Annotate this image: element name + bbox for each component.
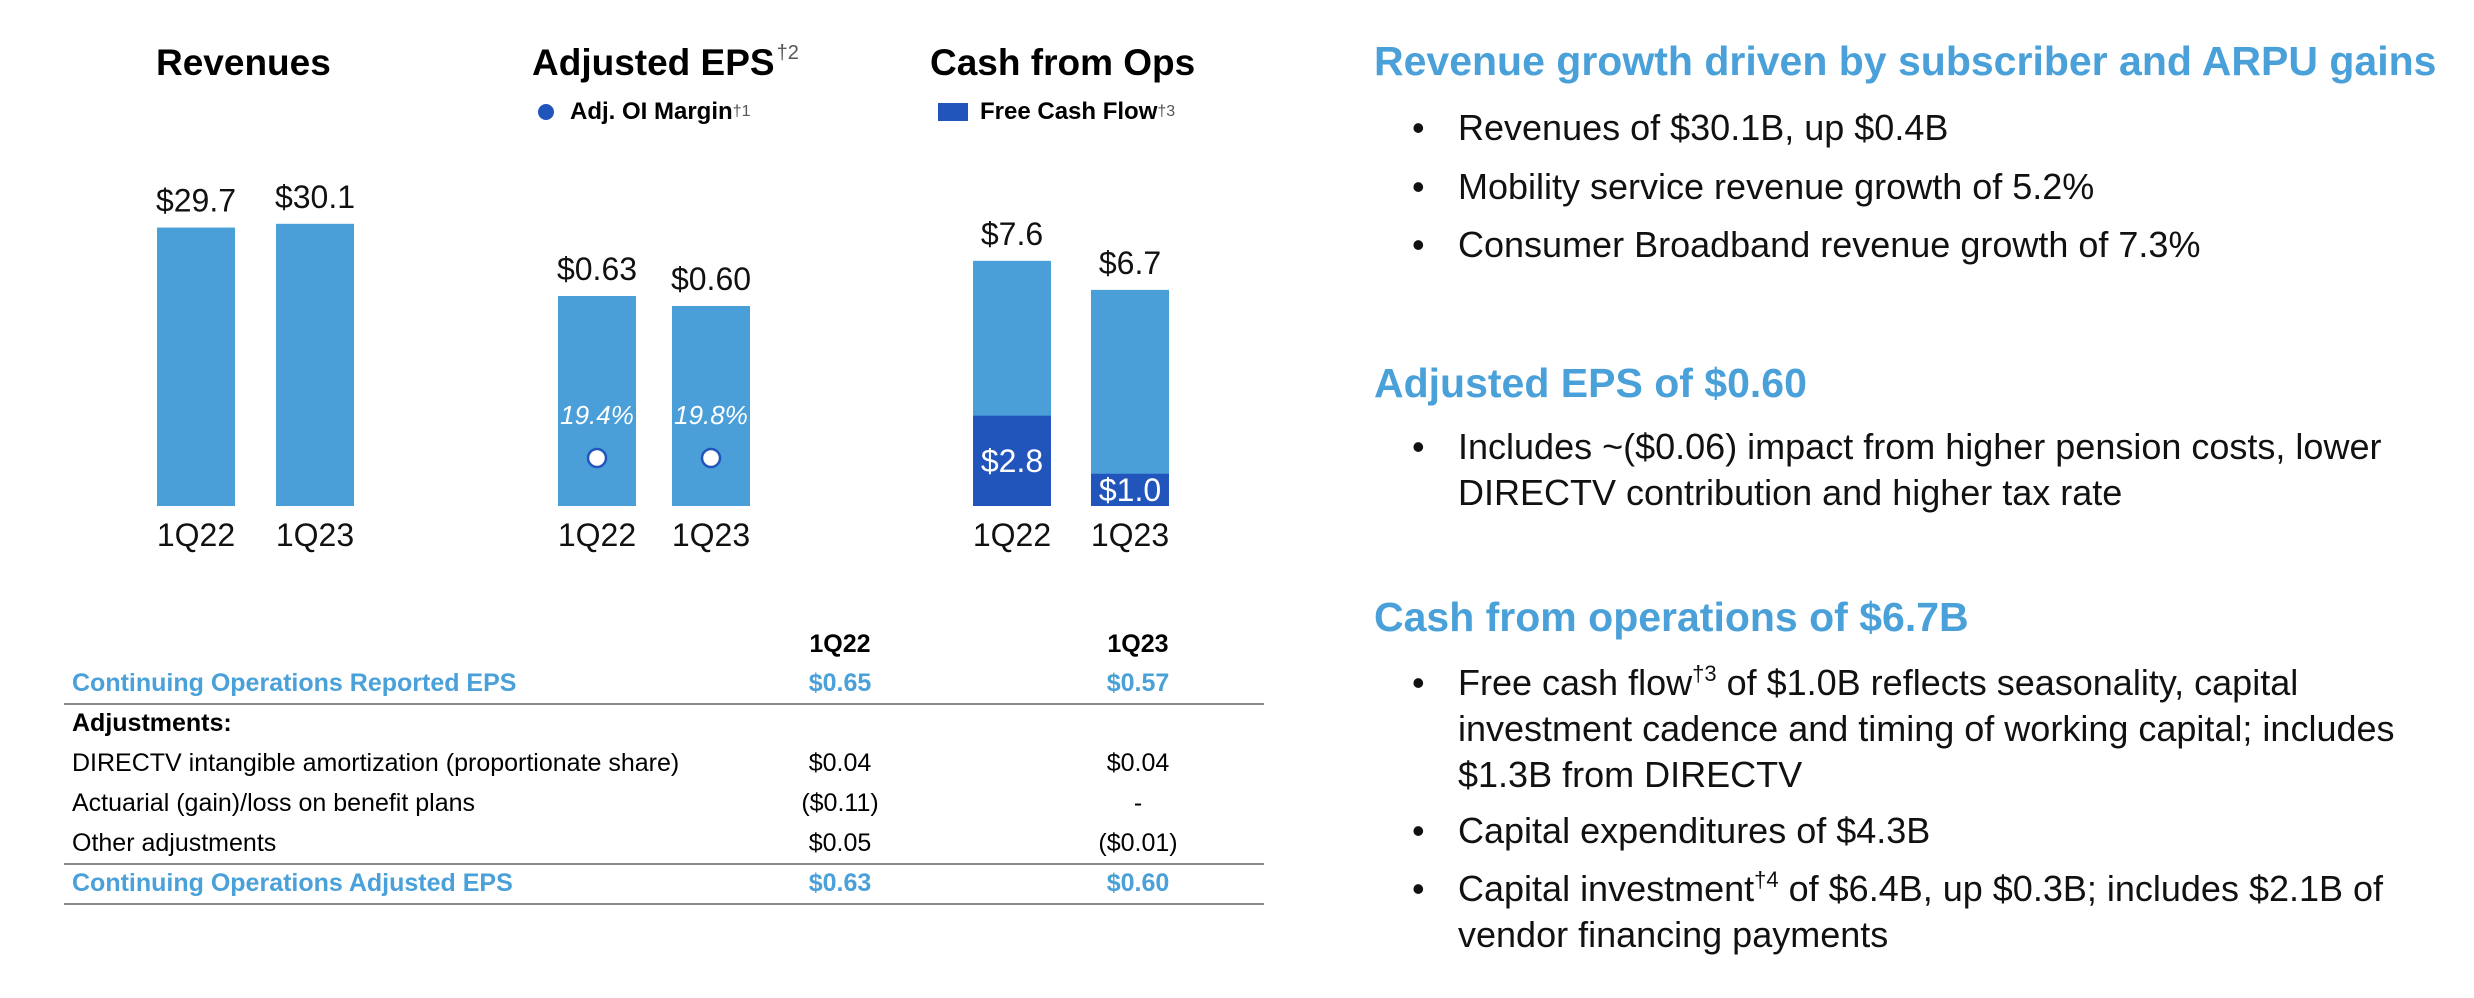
margin-marker (700, 447, 722, 469)
table-row: Other adjustments $0.05 ($0.01) (64, 825, 1264, 865)
table-header-1q22: 1Q22 (809, 630, 871, 658)
bar-value-label: $0.60 (671, 261, 751, 297)
bullet-text: Includes ~($0.06) impact from higher pen… (1458, 426, 2382, 513)
bullet-text-part: Capital investment (1458, 868, 1755, 909)
x-tick-label: 1Q23 (276, 517, 354, 553)
table-row-label: Other adjustments (72, 829, 277, 857)
bullet-icon: • (1412, 166, 1425, 207)
eps-title-footnote: †2 (776, 42, 799, 64)
x-tick-label: 1Q22 (973, 517, 1051, 553)
table-cell: ($0.01) (1098, 829, 1178, 857)
x-tick-label: 1Q22 (558, 517, 636, 553)
bullet-icon: • (1412, 107, 1425, 148)
bar-value-label: $6.7 (1099, 245, 1161, 281)
margin-marker (586, 447, 608, 469)
fcf-bar-segment (973, 415, 1051, 506)
bar (157, 227, 235, 506)
x-tick-label: 1Q23 (1091, 517, 1169, 553)
bullet-icon: • (1412, 426, 1425, 467)
eps-legend: Adj. OI Margin †1 (538, 98, 750, 126)
bullet-item: • Includes ~($0.06) impact from higher p… (1412, 424, 2472, 516)
table-cell: $0.63 (808, 869, 872, 897)
bullet-item: • Consumer Broadband revenue growth of 7… (1412, 222, 2472, 268)
charts-area: $29.7 1Q22 $30.1 1Q23 $0.63 1Q22 19.4% $0.60 1Q2… (156, 179, 1169, 553)
legend-dot-icon (538, 104, 554, 120)
bullet-item: • Mobility service revenue growth of 5.2… (1412, 164, 2472, 210)
bullet-icon: • (1412, 662, 1425, 703)
bullet-icon: • (1412, 868, 1425, 909)
footnote-marker: †4 (1754, 867, 1779, 892)
x-tick-label: 1Q23 (672, 517, 750, 553)
table-header-row: 1Q22 1Q23 (64, 626, 1264, 666)
table-header-1q23: 1Q23 (1107, 630, 1169, 658)
fcf-value-label: $2.8 (981, 443, 1043, 479)
table-divider (64, 703, 1264, 705)
cash-chart-title: Cash from Ops (930, 42, 1195, 84)
bar-value-label: $7.6 (981, 216, 1043, 252)
bullet-text: Capital investment†4 of $6.4B, up $0.3B;… (1458, 866, 2472, 958)
eps-section-heading: Adjusted EPS of $0.60 (1374, 360, 1807, 406)
revenues-title-text: Revenues (156, 42, 331, 83)
margin-value-label: 19.4% (560, 400, 634, 430)
table-row-label: Continuing Operations Adjusted EPS (72, 869, 513, 897)
bullet-text-part: Free cash flow (1458, 662, 1693, 703)
bullet-item: • Capital expenditures of $4.3B (1412, 808, 2472, 854)
bullet-text: Capital expenditures of $4.3B (1458, 810, 1931, 851)
table-cell: $0.04 (1106, 749, 1170, 777)
bullet-icon: • (1412, 224, 1425, 265)
bar-value-label: $30.1 (275, 179, 355, 215)
table-row-label: Continuing Operations Reported EPS (72, 669, 517, 697)
table-row: Continuing Operations Reported EPS $0.65… (64, 665, 1264, 705)
cash-title-text: Cash from Ops (930, 42, 1196, 83)
revenues-chart-title: Revenues (156, 42, 331, 84)
bullet-text-part: of $1.0B reflects seasonality, capital i… (1458, 662, 2395, 795)
eps-title-text: Adjusted EPS (532, 42, 775, 83)
eps-chart-title: Adjusted EPS †2 (532, 42, 799, 84)
fcf-bar-segment (1091, 473, 1169, 506)
bar-value-label: $0.63 (557, 251, 637, 287)
table-row: Actuarial (gain)/loss on benefit plans (… (64, 785, 1264, 825)
cash-section-heading: Cash from operations of $6.7B (1374, 594, 1969, 640)
bullet-item: • Revenues of $30.1B, up $0.4B (1412, 105, 2472, 151)
bullet-text: Mobility service revenue growth of 5.2% (1458, 166, 2095, 207)
table-cell: $0.05 (808, 829, 872, 857)
cash-legend-label: Free Cash Flow (980, 98, 1158, 125)
x-tick-label: 1Q22 (157, 517, 235, 553)
fcf-value-label: $1.0 (1099, 472, 1161, 508)
table-row: Adjustments: (64, 705, 1264, 745)
table-cell: ($0.11) (801, 789, 879, 817)
table-row: Continuing Operations Adjusted EPS $0.63… (64, 865, 1264, 905)
table-cell: $0.65 (808, 669, 872, 697)
bullet-item: • Capital investment†4 of $6.4B, up $0.3… (1412, 866, 2472, 958)
bullet-item: • Free cash flow†3 of $1.0B reflects sea… (1412, 660, 2472, 798)
eps-legend-footnote: †1 (732, 103, 751, 120)
table-row-label: Adjustments: (72, 709, 232, 737)
cash-legend-footnote: †3 (1157, 103, 1176, 120)
table-cell: $0.04 (808, 749, 872, 777)
bar (558, 296, 636, 506)
bullet-text-part: of $6.4B, up $0.3B; includes $2.1B of ve… (1458, 868, 2384, 955)
footnote-marker: †3 (1692, 661, 1717, 686)
revenue-section-heading: Revenue growth driven by subscriber and … (1374, 38, 2437, 84)
cash-legend: Free Cash Flow †3 (938, 98, 1175, 126)
table-divider (64, 863, 1264, 865)
legend-square-icon (938, 103, 968, 121)
bullet-icon: • (1412, 810, 1425, 851)
bullet-text: Revenues of $30.1B, up $0.4B (1458, 107, 1949, 148)
table-cell: - (1133, 789, 1143, 817)
table-row: DIRECTV intangible amortization (proport… (64, 745, 1264, 785)
eps-legend-label: Adj. OI Margin (570, 98, 733, 125)
table-cell: $0.60 (1106, 869, 1170, 897)
bullet-text: Consumer Broadband revenue growth of 7.3… (1458, 224, 2201, 265)
bar (1091, 289, 1169, 506)
table-row-label: DIRECTV intangible amortization (proport… (72, 749, 680, 777)
bullet-text: Free cash flow†3 of $1.0B reflects seaso… (1458, 660, 2472, 798)
table-row-label: Actuarial (gain)/loss on benefit plans (72, 789, 476, 817)
table-cell: $0.57 (1106, 669, 1170, 697)
bar (672, 306, 750, 506)
table-divider (64, 903, 1264, 905)
margin-value-label: 19.8% (674, 400, 748, 430)
bar (276, 223, 354, 506)
bar-value-label: $29.7 (156, 183, 236, 219)
